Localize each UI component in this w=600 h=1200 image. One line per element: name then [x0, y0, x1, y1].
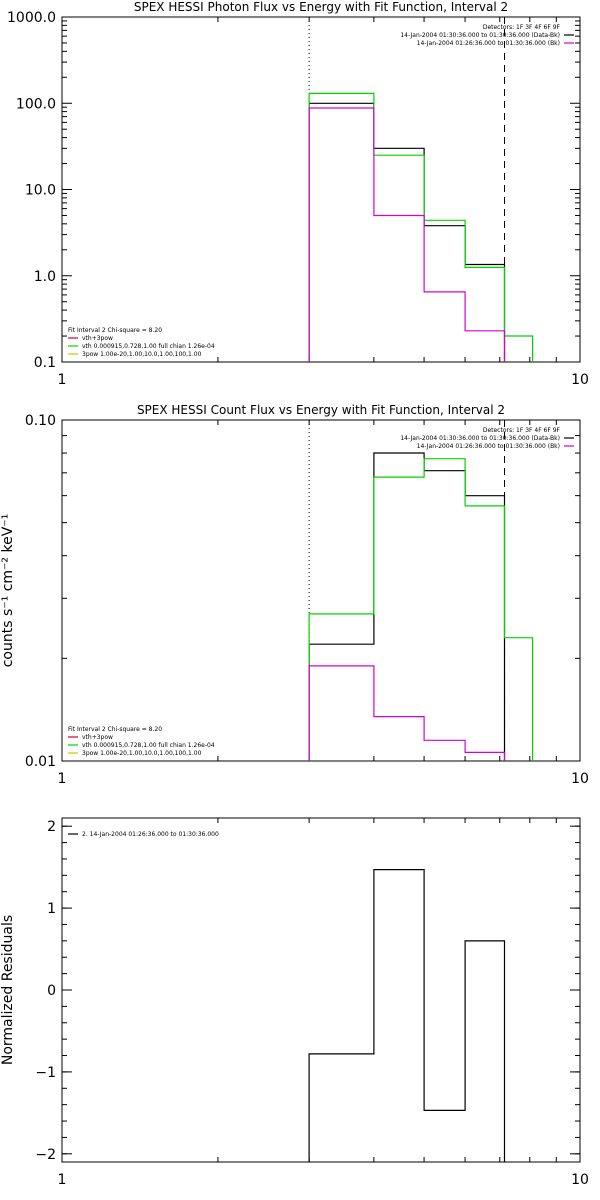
chart-title-0: SPEX HESSI Photon Flux vs Energy with Fi…: [134, 0, 508, 14]
y-axis-label-1: counts s⁻¹ cm⁻² keV⁻¹: [0, 514, 16, 668]
y-tick-label: −1: [35, 1065, 56, 1081]
chart-title-1: SPEX HESSI Count Flux vs Energy with Fit…: [137, 403, 505, 417]
y-tick-label: 0.1: [34, 355, 56, 371]
info-line: 14-Jan-2004 01:30:36.000 to 01:30:36.000…: [400, 32, 560, 39]
y-tick-label: 10.0: [25, 183, 56, 199]
x-tick-label: 10: [571, 372, 589, 388]
x-tick-label: 10: [571, 771, 589, 787]
series-step-0: [308, 452, 506, 761]
x-tick-label: 10: [571, 1172, 589, 1188]
plot-frame-0: [61, 16, 581, 363]
legend-line: Fit Interval 2 Chi-square = 8.20: [68, 726, 162, 733]
x-tick-label: 1: [58, 771, 67, 787]
y-tick-label: 2: [47, 819, 56, 835]
info-line: 14-Jan-2004 01:30:36.000 to 01:30:36.000…: [400, 435, 560, 442]
y-tick-label: 1: [47, 901, 56, 917]
legend-line: vth+3pow: [82, 335, 113, 342]
legend-line: 3pow 1.00e-20,1.00,10.0,1.00,100,1.00: [82, 351, 202, 358]
series-step-0: [308, 869, 506, 1162]
y-tick-label: 0.01: [25, 754, 56, 770]
info-line: Detectors: 1F 3F 4F 6F 9F: [483, 24, 561, 31]
legend-line: 3pow 1.00e-20,1.00,10.0,1.00,100,1.00: [82, 750, 202, 757]
info-line: 14-Jan-2004 01:26:36.000 to 01:30:36.000…: [417, 443, 560, 450]
legend-line: vth 0.000915,0.728,1.00 full chian 1.26e…: [82, 742, 215, 749]
series-step-1: [308, 92, 534, 362]
info-line: 14-Jan-2004 01:26:36.000 to 01:30:36.000…: [417, 40, 560, 47]
y-tick-label: 1000.0: [7, 10, 56, 26]
x-tick-label: 1: [58, 1172, 67, 1188]
y-tick-label: 100.0: [16, 96, 56, 112]
y-tick-label: 0: [47, 983, 56, 999]
y-axis-label-2: Normalized Residuals: [0, 915, 16, 1065]
info-line: Detectors: 1F 3F 4F 6F 9F: [483, 427, 561, 434]
x-tick-label: 1: [58, 372, 67, 388]
series-step-0: [308, 102, 506, 362]
y-tick-label: −2: [35, 1147, 56, 1163]
legend-line: 2. 14-Jan-2004 01:26:36.000 to 01:30:36.…: [82, 831, 219, 838]
legend-line: vth 0.000915,0.728,1.00 full chian 1.26e…: [82, 343, 215, 350]
y-tick-label: 0.10: [25, 413, 56, 429]
plot-frame-2: [61, 817, 581, 1163]
legend-line: Fit Interval 2 Chi-square = 8.20: [68, 327, 162, 334]
plot-frame-1: [61, 419, 581, 762]
series-step-2: [308, 665, 506, 761]
legend-line: vth+3pow: [82, 734, 113, 741]
series-step-1: [308, 458, 534, 761]
series-step-2: [308, 107, 506, 362]
y-tick-label: 1.0: [34, 269, 56, 285]
